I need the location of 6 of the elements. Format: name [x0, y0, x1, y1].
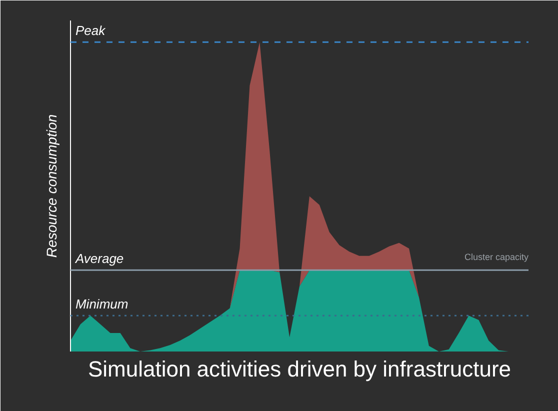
ref-line-label: Peak [75, 23, 107, 38]
y-axis-title: Resource consumption [44, 114, 60, 258]
ref-line-label: Minimum [75, 296, 128, 312]
x-axis-title: Simulation activities driven by infrastructure [88, 356, 512, 382]
annotation: Cluster capacity [464, 252, 529, 262]
ref-line-label: Average [74, 251, 124, 266]
